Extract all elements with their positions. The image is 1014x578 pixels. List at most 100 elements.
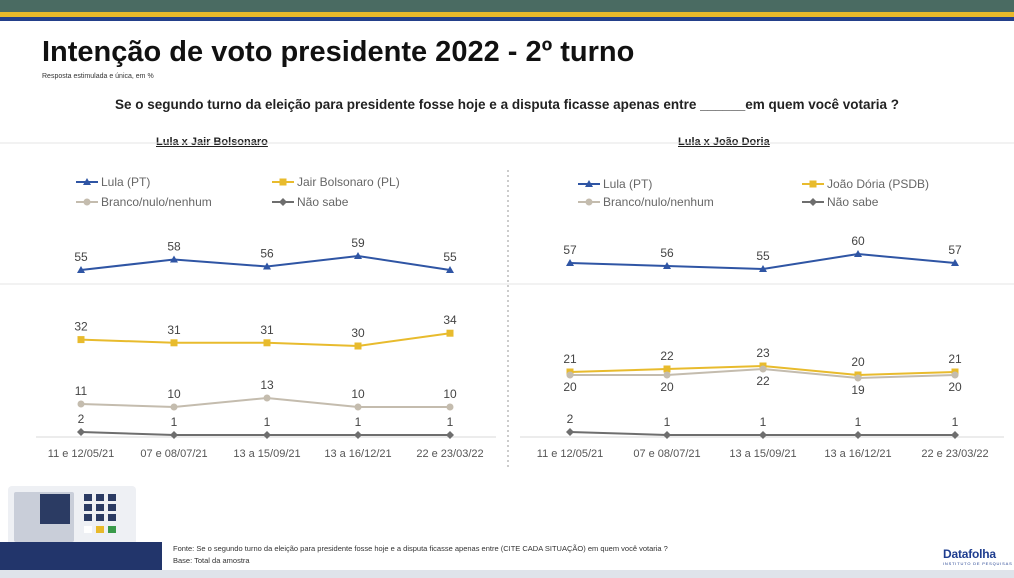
data-point-doria [951, 431, 959, 439]
data-label-doria: 22 [756, 374, 770, 388]
data-point-doria [663, 365, 671, 373]
data-label-bolsonaro: 31 [167, 323, 181, 337]
bottom-bar [0, 570, 1014, 578]
data-label-bolsonaro: 55 [443, 250, 457, 264]
legend-label-bolsonaro: Não sabe [297, 195, 349, 209]
data-point-bolsonaro [170, 431, 178, 439]
x-tick-label-doria: 22 e 23/03/22 [921, 448, 988, 460]
legend-label-doria: João Dória (PSDB) [827, 177, 929, 191]
data-label-bolsonaro: 1 [264, 415, 271, 429]
data-label-doria: 1 [952, 415, 959, 429]
data-point-bolsonaro [263, 394, 271, 402]
legend-marker-doria [809, 198, 817, 206]
data-label-doria: 23 [756, 346, 770, 360]
data-label-doria: 20 [948, 380, 962, 394]
x-tick-label-bolsonaro: 07 e 08/07/21 [140, 448, 207, 460]
data-label-bolsonaro: 56 [260, 247, 274, 261]
top-stripe-yellow [0, 12, 1014, 17]
legend-marker-doria [809, 180, 817, 188]
data-point-doria [854, 250, 862, 257]
data-point-doria [854, 431, 862, 439]
data-point-doria [759, 365, 767, 373]
legend-label-doria: Lula (PT) [603, 177, 652, 191]
legend-label-bolsonaro: Branco/nulo/nenhum [101, 195, 212, 209]
legend-marker-doria [585, 180, 593, 187]
data-label-bolsonaro: 34 [443, 313, 457, 327]
top-stripe-blue [0, 17, 1014, 21]
footer-base: Base: Total da amostra [173, 556, 250, 565]
x-tick-label-doria: 13 a 16/12/21 [824, 448, 891, 460]
x-tick-label-doria: 11 e 12/05/21 [537, 448, 603, 460]
data-point-bolsonaro [263, 262, 271, 270]
data-point-doria [759, 265, 767, 272]
brand-logo: Datafolha [943, 547, 996, 561]
data-label-bolsonaro: 30 [351, 326, 365, 340]
legend-label-bolsonaro: Jair Bolsonaro (PL) [297, 175, 400, 189]
page-title: Intenção de voto presidente 2022 - 2º tu… [42, 36, 635, 68]
top-bar [0, 0, 1014, 12]
data-label-doria: 1 [855, 415, 862, 429]
legend-marker-bolsonaro [83, 198, 91, 206]
data-label-doria: 1 [664, 415, 671, 429]
data-label-doria: 20 [563, 380, 577, 394]
data-label-doria: 22 [660, 349, 674, 363]
data-point-bolsonaro [77, 428, 85, 436]
data-point-doria [951, 371, 959, 379]
data-point-bolsonaro [77, 400, 85, 408]
page-subtitle: Resposta estimulada e única, em % [42, 73, 154, 80]
data-point-bolsonaro [170, 339, 178, 347]
data-label-doria: 2 [567, 412, 574, 426]
data-label-doria: 56 [660, 246, 674, 260]
data-point-bolsonaro [170, 255, 178, 263]
data-point-bolsonaro [170, 403, 178, 411]
data-label-doria: 20 [660, 380, 674, 394]
data-point-bolsonaro [354, 431, 362, 439]
legend-label-doria: Branco/nulo/nenhum [603, 195, 714, 209]
data-point-bolsonaro [354, 252, 362, 259]
voting-machine-icon [0, 486, 162, 570]
x-tick-label-bolsonaro: 13 a 16/12/21 [324, 448, 391, 460]
data-point-doria [566, 371, 574, 379]
data-label-doria: 55 [756, 249, 770, 263]
data-label-bolsonaro: 10 [351, 387, 365, 401]
data-point-bolsonaro [354, 342, 362, 350]
data-label-doria: 1 [760, 415, 767, 429]
data-label-bolsonaro: 11 [75, 384, 88, 398]
data-point-bolsonaro [77, 336, 85, 344]
chart-title-bolsonaro: Lula x Jair Bolsonaro [156, 136, 268, 148]
footer-source: Fonte: Se o segundo turno da eleição par… [173, 544, 668, 553]
data-label-bolsonaro: 13 [260, 378, 274, 392]
data-point-doria [759, 431, 767, 439]
data-label-bolsonaro: 10 [443, 387, 457, 401]
data-label-bolsonaro: 59 [351, 236, 365, 250]
x-tick-label-doria: 07 e 08/07/21 [633, 448, 700, 460]
data-point-doria [663, 262, 671, 269]
survey-question: Se o segundo turno da eleição para presi… [114, 97, 900, 112]
data-label-doria: 57 [563, 243, 577, 257]
data-point-doria [566, 259, 574, 266]
data-label-doria: 60 [851, 234, 865, 248]
data-label-doria: 57 [948, 243, 962, 257]
chart-title-doria: Lula x João Doria [678, 136, 770, 148]
data-point-bolsonaro [263, 339, 271, 347]
data-point-doria [566, 428, 574, 436]
data-label-bolsonaro: 10 [167, 387, 181, 401]
data-point-doria [854, 374, 862, 382]
data-point-bolsonaro [446, 329, 454, 337]
data-label-doria: 21 [948, 352, 962, 366]
data-label-doria: 19 [851, 383, 865, 397]
x-tick-label-bolsonaro: 11 e 12/05/21 [48, 448, 114, 460]
data-label-bolsonaro: 2 [78, 412, 85, 426]
x-tick-label-doria: 13 a 15/09/21 [729, 448, 796, 460]
data-point-doria [951, 259, 959, 266]
legend-label-doria: Não sabe [827, 195, 879, 209]
legend-marker-doria [585, 198, 593, 206]
data-label-bolsonaro: 1 [171, 415, 178, 429]
data-point-bolsonaro [446, 431, 454, 439]
legend-marker-bolsonaro [279, 198, 287, 206]
data-point-bolsonaro [354, 403, 362, 411]
data-point-doria [663, 431, 671, 439]
data-point-bolsonaro [263, 431, 271, 439]
data-label-bolsonaro: 32 [74, 320, 88, 334]
